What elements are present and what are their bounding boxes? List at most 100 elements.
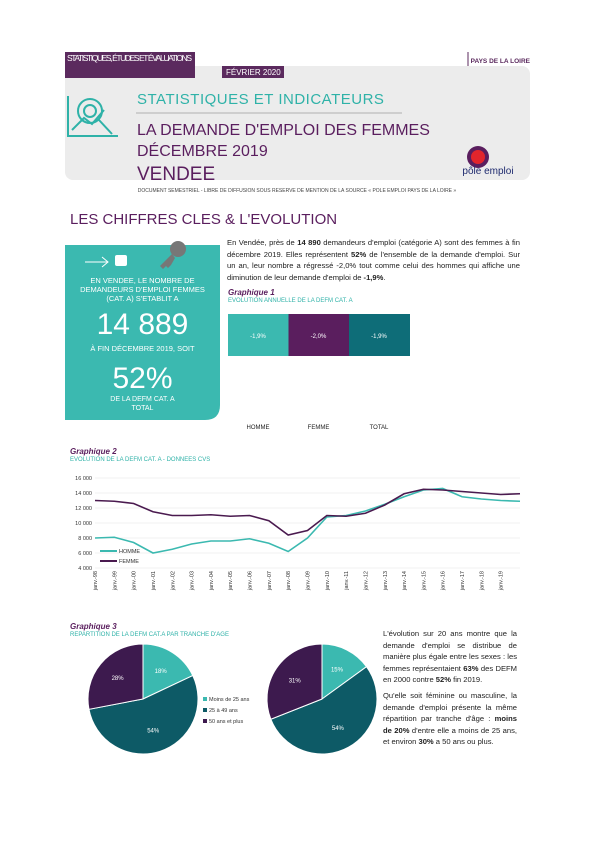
pie-slice [266,643,323,720]
figure-title: EVOLUTION DE LA DEFM CAT. A - DONNEES CV… [70,457,210,463]
y-tick-label: 6 000 [78,551,92,557]
legend-label: Moins de 25 ans [209,697,250,703]
x-tick-label: janv.-02 [170,571,176,591]
region: PAYS DE LA LOIRE [471,58,531,65]
key-share: 52% [112,362,173,395]
x-tick-label: janv.-16 [441,571,447,591]
x-tick-label: janv.-03 [190,571,196,591]
figure-label: Graphique 2 [70,447,117,456]
text: moins de 20% [383,714,517,735]
key-count: 14 889 [96,308,189,341]
text: des DEFM en 2000 contre [383,663,517,685]
pie-slice [88,674,199,755]
x-tick-label: janv.-08 [286,571,292,591]
category-label: TOTAL [370,425,389,431]
section-title: LES CHIFFRES CLES & L'EVOLUTION [70,211,337,228]
logo-mark [471,150,485,164]
title: DÉCEMBRE 2019 [137,141,268,160]
date-tag [222,66,284,78]
paragraph: En Vendée, près de 14 890 demandeurs d'e… [227,237,520,283]
tile [349,314,410,356]
category-label: FEMME [308,425,330,431]
text: 14 890 [297,238,321,247]
x-tick-label: janv.-98 [93,571,99,591]
line [94,488,521,536]
y-tick-label: 8 000 [78,536,92,542]
x-tick-label: janv.-14 [402,571,408,591]
y-tick-label: 10 000 [75,521,92,527]
category-label: HOMME [247,425,270,431]
text: de l'ensemble de la demande d'emploi. Su… [227,249,520,282]
x-tick-label: janv.-01 [151,571,157,591]
text: a 50 ans ou plus. [433,737,494,746]
tile [288,314,350,356]
logo-text: pôle emploi [462,166,513,177]
arrow [85,256,109,268]
text: . [383,272,386,282]
series-name: STATISTIQUES, ÉTUDES ET ÉVALUATIONS [67,53,192,63]
x-tick-label: janv.-05 [228,571,234,591]
paragraph: Qu'elle soit féminine ou masculine, la d… [383,690,517,748]
value-label: 54% [332,726,345,732]
value-label: 28% [112,676,125,682]
key-outro: DE LA DEFM CAT. A TOTAL [110,396,175,412]
value-label: -2,0% [311,334,327,340]
value-label: 54% [147,728,160,734]
x-tick-label: janv.-06 [248,571,254,591]
pie-slice [321,643,368,700]
x-tick-label: janv.-00 [132,571,138,591]
paragraph: L'évolution sur 20 ans montre que la dem… [383,628,517,686]
value-label: -1,9% [371,334,387,340]
legend-label: 50 ans et plus [209,719,243,725]
legend-label: HOMME [119,549,140,555]
header-band [65,66,530,180]
text: demandeurs d'emploi (catégorie A) sont d… [227,238,520,259]
text: d'entre elle a moins de 25 ans, et envir… [383,725,518,747]
legend-label: 25 à 49 ans [209,708,238,714]
text: 63% [463,663,479,673]
text: 52% [435,675,451,684]
pie-slice [270,665,378,755]
x-tick-label: janv.-09 [306,571,312,591]
series-tag [65,52,195,78]
y-tick-label: 14 000 [75,491,92,497]
date: FÉVRIER 2020 [226,68,281,77]
key-box [65,245,220,420]
key-icon [160,241,186,269]
x-tick-label: janv.-15 [421,571,427,591]
value-label: 31% [289,678,302,684]
x-tick-label: janv.-13 [383,571,389,591]
x-tick-label: janv.-04 [209,571,215,591]
pie-slice [142,643,194,700]
department: VENDEE [137,164,215,185]
text: Qu'elle soit féminine ou masculine, la d… [383,691,517,723]
figure-title: EVOLUTION ANNUELLE DE LA DEFM CAT. A [228,298,353,304]
value-label: 18% [155,669,168,675]
y-tick-label: 12 000 [75,506,92,512]
x-tick-label: janv.-07 [267,571,273,591]
value-label: -1,9% [250,334,266,340]
x-tick-label: janv.-11 [344,571,350,591]
x-tick-label: janv.-99 [112,571,118,591]
x-tick-label: janv.-10 [325,571,331,591]
text: L'évolution sur 20 ans montre que la dem… [383,629,517,673]
figure-label: Graphique 3 [70,622,117,631]
text: En Vendée, près de [227,238,298,247]
value-label: 15% [331,668,344,674]
line [94,487,521,554]
x-tick-label: janv.-19 [499,571,505,591]
figure-label: Graphique 1 [228,288,275,297]
title: LA DEMANDE D'EMPLOI DES FEMMES [137,122,430,139]
legend-label: FEMME [119,559,139,565]
disclaimer: DOCUMENT SEMESTRIEL - LIBRE DE DIFFUSION… [138,188,457,194]
tile [228,314,289,356]
y-tick-label: 16 000 [75,476,92,482]
text: 30% [418,737,434,746]
legend-swatch [203,708,207,712]
figure-title: REPARTITION DE LA DEFM CAT.A PAR TRANCHE… [70,632,229,638]
pie-slice [87,643,144,710]
